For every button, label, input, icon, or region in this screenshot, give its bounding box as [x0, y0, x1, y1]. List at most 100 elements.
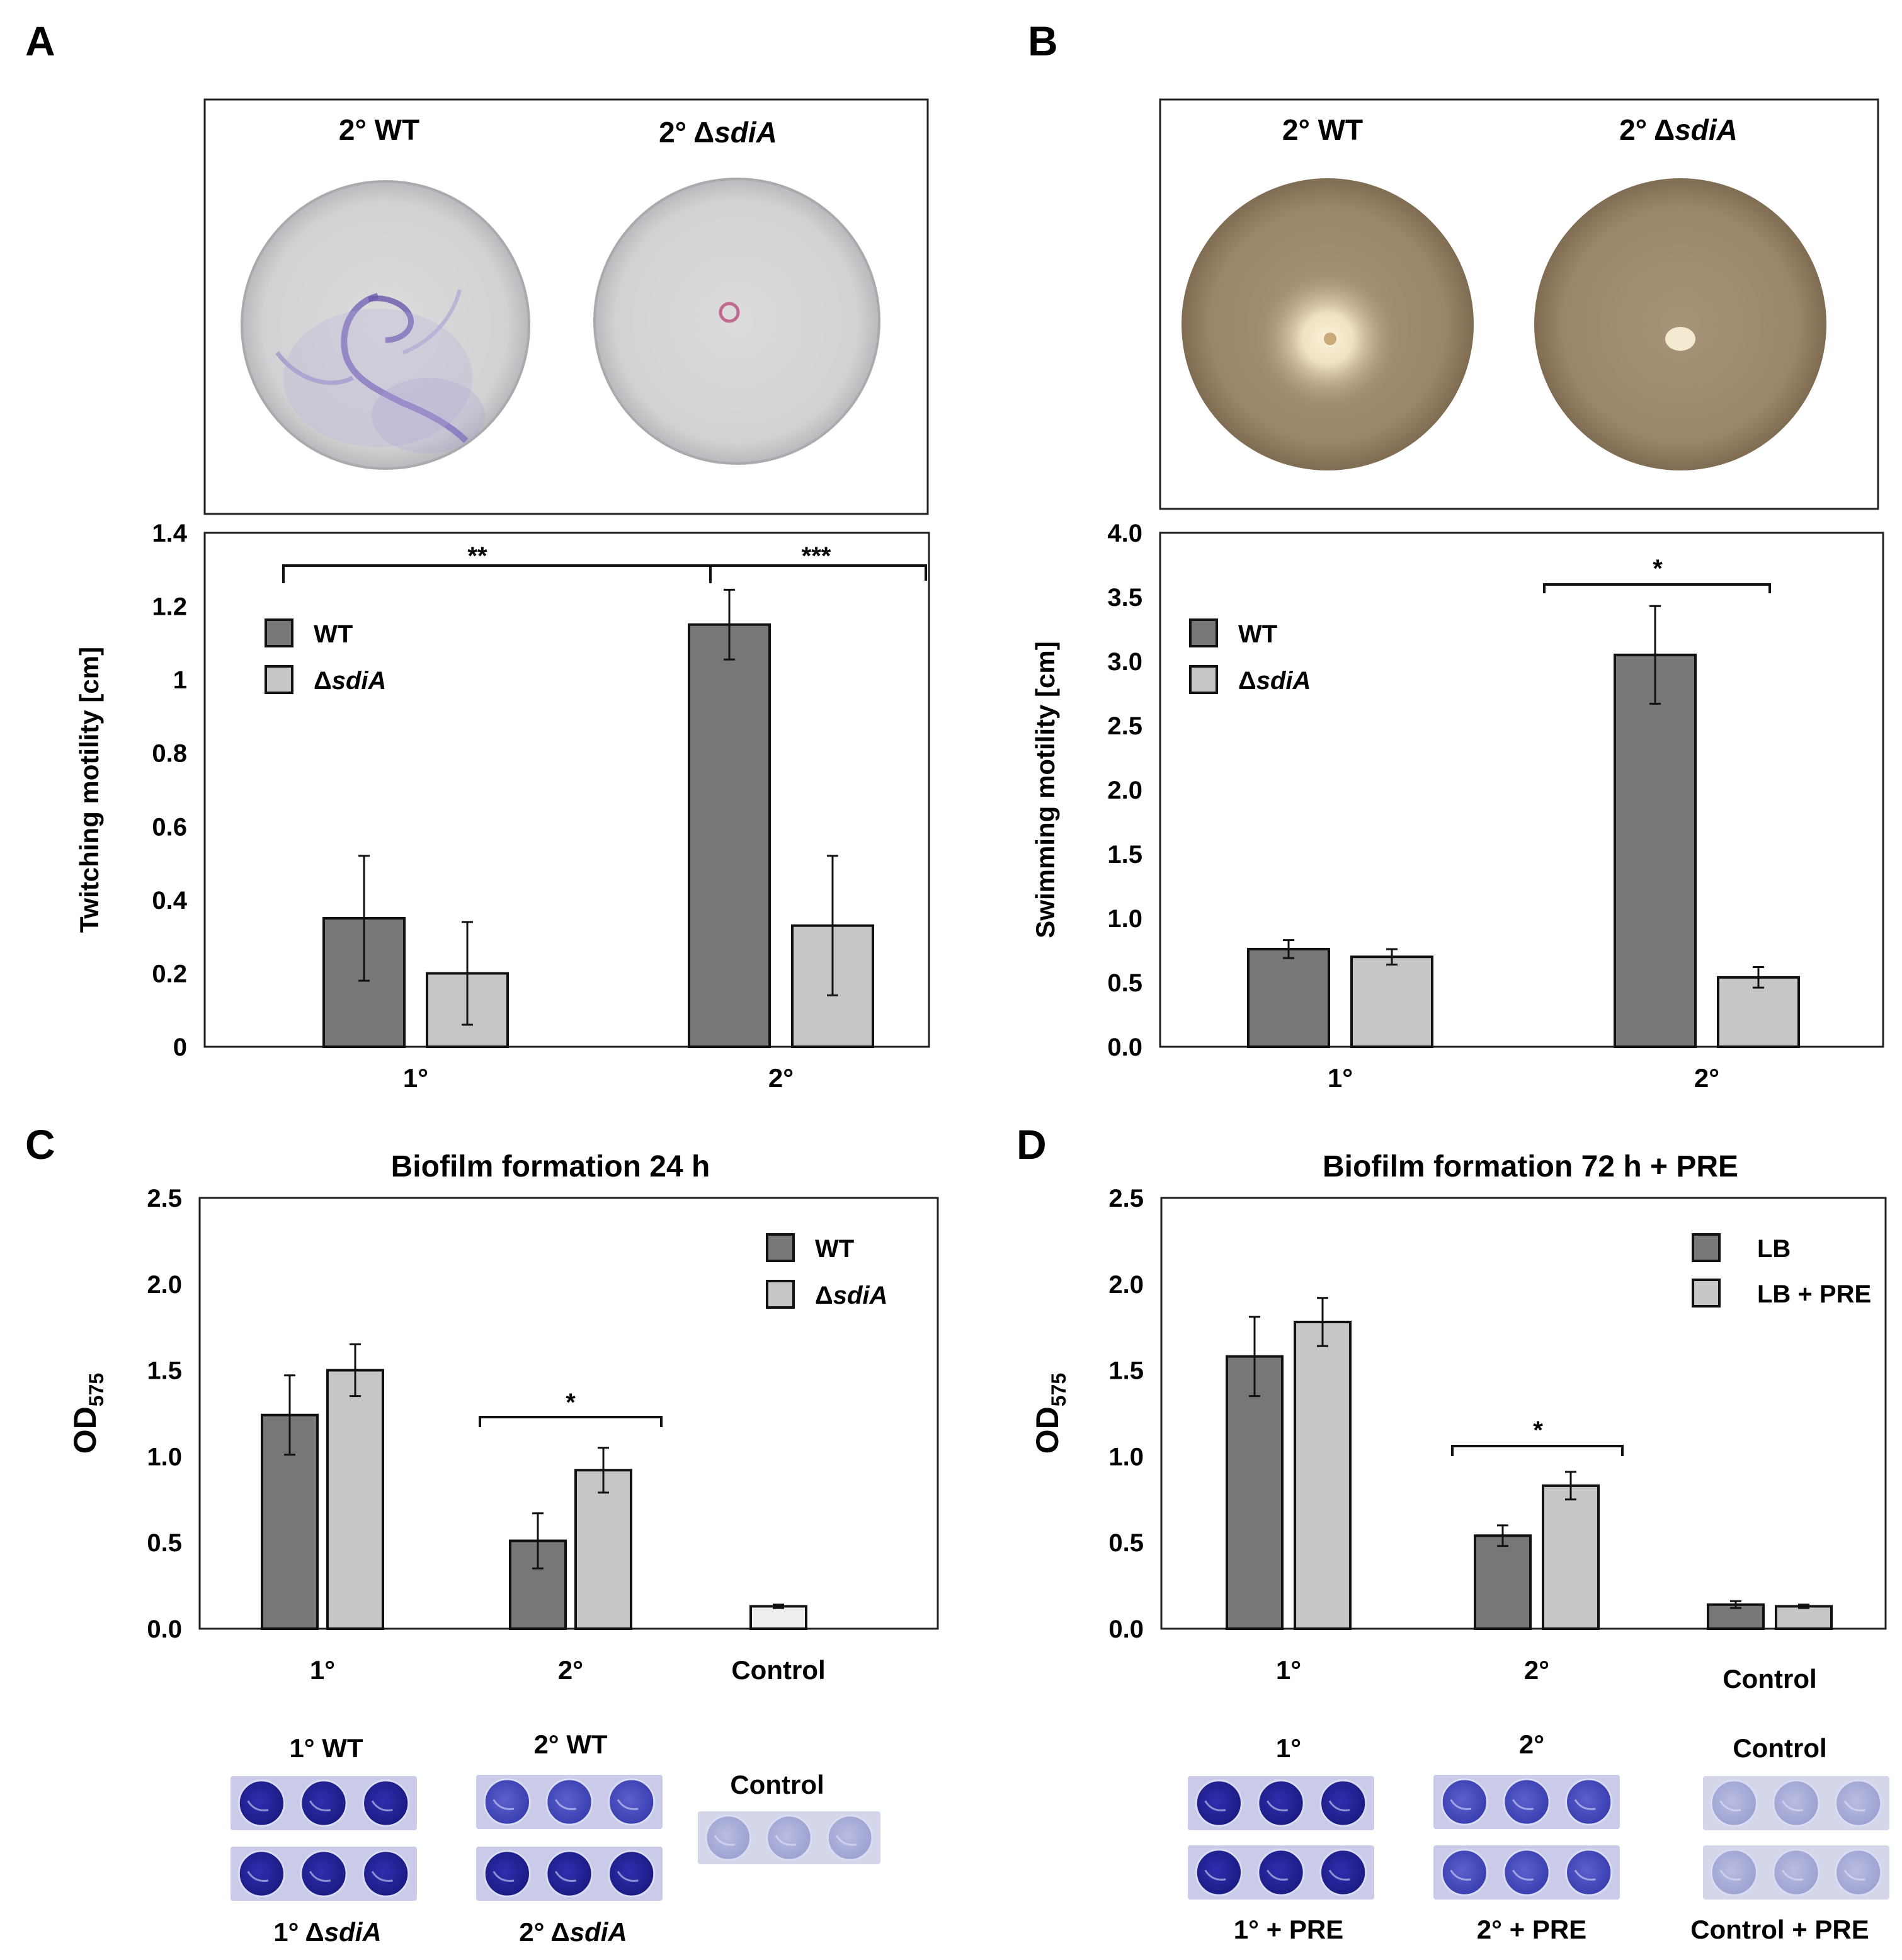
- well-highlight: [1719, 1869, 1741, 1881]
- legend-label: LB + PRE: [1757, 1280, 1871, 1308]
- well: [826, 1815, 874, 1861]
- panel-d-photo-label-1-pre: 1° + PRE: [1234, 1915, 1343, 1944]
- legend-swatch: [1189, 665, 1218, 694]
- well-highlight: [1450, 1799, 1472, 1810]
- bar: [688, 623, 771, 1048]
- well: [1710, 1779, 1758, 1827]
- well-highlight: [1512, 1869, 1534, 1881]
- significance-bracket: [1543, 583, 1771, 593]
- legend-swatch: [1189, 618, 1218, 647]
- y-axis-label-main: OD: [67, 1406, 103, 1454]
- legend-label: ΔsdiA: [815, 1282, 887, 1309]
- legend-label-text: WT: [815, 1235, 854, 1263]
- y-tick-label: 0.2: [152, 960, 187, 988]
- well: [1772, 1849, 1820, 1896]
- chart-title: Biofilm formation 72 h + PRE: [1323, 1150, 1738, 1183]
- well-highlight: [1450, 1869, 1472, 1881]
- panel-c-well-photos: 1° WT 2° WT Control 1° ΔsdiA 2° ΔsdiA: [231, 1729, 880, 1947]
- x-tick-label: 1°: [403, 1063, 428, 1093]
- panel-c-photo-label-2wt: 2° WT: [533, 1729, 607, 1759]
- well-strip-c-1wt: [231, 1776, 417, 1830]
- plot-area-frame: [198, 1197, 939, 1630]
- panel-b-photo-label-mutant: 2° ΔsdiA: [1619, 113, 1738, 146]
- chart-panel-b: 0.0 0.5 1.0 1.5 2.0 2.5 3.0 3.5 4.0 Swimming moti…: [1030, 520, 1884, 1093]
- well-highlight: [247, 1871, 269, 1882]
- y-tick-label: 1.2: [152, 593, 187, 621]
- well-highlight: [1574, 1869, 1596, 1881]
- legend-label: LB: [1757, 1235, 1791, 1263]
- well-highlight: [1512, 1799, 1534, 1810]
- well: [1772, 1779, 1820, 1827]
- well-highlight: [1843, 1869, 1865, 1881]
- well: [1503, 1778, 1551, 1826]
- y-tick-label: 0.5: [1107, 969, 1142, 997]
- petri-dish-wt-twitching: [241, 180, 530, 470]
- well-highlight: [1328, 1800, 1350, 1811]
- chart-panel-c: Biofilm formation 24 h 0.0 0.5 1.0 1.5 2.0 2.5…: [67, 1150, 939, 1685]
- well: [1440, 1778, 1488, 1826]
- well: [1503, 1849, 1551, 1896]
- panel-d-photo-label-2-pre: 2° + PRE: [1477, 1915, 1586, 1944]
- significance-label: *: [1653, 555, 1663, 583]
- legend-label: WT: [314, 620, 353, 648]
- well: [608, 1778, 656, 1826]
- significance-bracket: [709, 564, 927, 581]
- well: [608, 1850, 656, 1898]
- well: [300, 1850, 348, 1898]
- x-tick-label: 2°: [1694, 1063, 1719, 1093]
- legend-swatch: [1692, 1233, 1721, 1262]
- well: [483, 1778, 531, 1826]
- well: [237, 1850, 285, 1898]
- bar: [749, 1605, 807, 1630]
- well-highlight: [1574, 1799, 1596, 1810]
- bar: [1614, 653, 1697, 1049]
- well-highlight: [617, 1799, 639, 1810]
- x-tick-label: 1°: [1276, 1655, 1301, 1685]
- well: [237, 1779, 285, 1827]
- legend-label: WT: [815, 1235, 854, 1263]
- well-strip-d-2: [1433, 1775, 1620, 1829]
- legend-swatch: [265, 618, 293, 647]
- significance-label: *: [566, 1389, 576, 1416]
- y-tick-label: 0.0: [1108, 1615, 1144, 1643]
- panel-c-photo-label-2mut: 2° ΔsdiA: [519, 1917, 627, 1947]
- well-strip-d-control-pre: [1703, 1845, 1889, 1900]
- well-highlight: [617, 1871, 639, 1882]
- y-axis-label: Twitching motility [cm]: [74, 647, 104, 933]
- bar: [1294, 1320, 1352, 1630]
- y-axis-label-subscript: 575: [1047, 1373, 1070, 1406]
- bar: [1542, 1484, 1600, 1631]
- petri-dish-wt-swimming: [1182, 178, 1474, 470]
- y-tick-label: 0.4: [152, 887, 187, 914]
- well: [705, 1815, 752, 1861]
- y-tick-label: 1.0: [1108, 1443, 1144, 1471]
- petri-dish-mutant-swimming: [1534, 178, 1826, 470]
- y-tick-label: 1.5: [147, 1357, 182, 1385]
- panel-d-photo-label-control: Control: [1733, 1733, 1826, 1763]
- legend-swatch: [766, 1280, 795, 1309]
- legend-label-text: WT: [314, 620, 353, 648]
- well: [545, 1778, 593, 1826]
- y-tick-label: 2.0: [1108, 1271, 1144, 1299]
- well: [766, 1815, 812, 1861]
- well-highlight: [1843, 1800, 1865, 1811]
- well-strip-d-2-pre: [1433, 1845, 1620, 1900]
- well-highlight: [1782, 1800, 1804, 1811]
- well: [1565, 1778, 1613, 1826]
- well-highlight: [309, 1800, 331, 1811]
- well: [1440, 1849, 1488, 1896]
- well-highlight: [1204, 1869, 1226, 1881]
- well: [1319, 1779, 1367, 1827]
- bar: [1350, 955, 1433, 1048]
- bar: [1775, 1605, 1833, 1630]
- well-strip-d-1-pre: [1188, 1845, 1374, 1900]
- y-tick-label: 2.0: [1107, 777, 1142, 804]
- legend-label-text: LB: [1757, 1235, 1791, 1263]
- y-tick-label: 1.5: [1107, 841, 1142, 869]
- y-axis-label-main: OD: [1030, 1406, 1065, 1454]
- well-highlight: [836, 1835, 857, 1846]
- legend-label-text: sdiA: [833, 1282, 888, 1309]
- panel-letter-a: A: [25, 18, 55, 64]
- y-tick-label: 2.5: [1108, 1185, 1144, 1212]
